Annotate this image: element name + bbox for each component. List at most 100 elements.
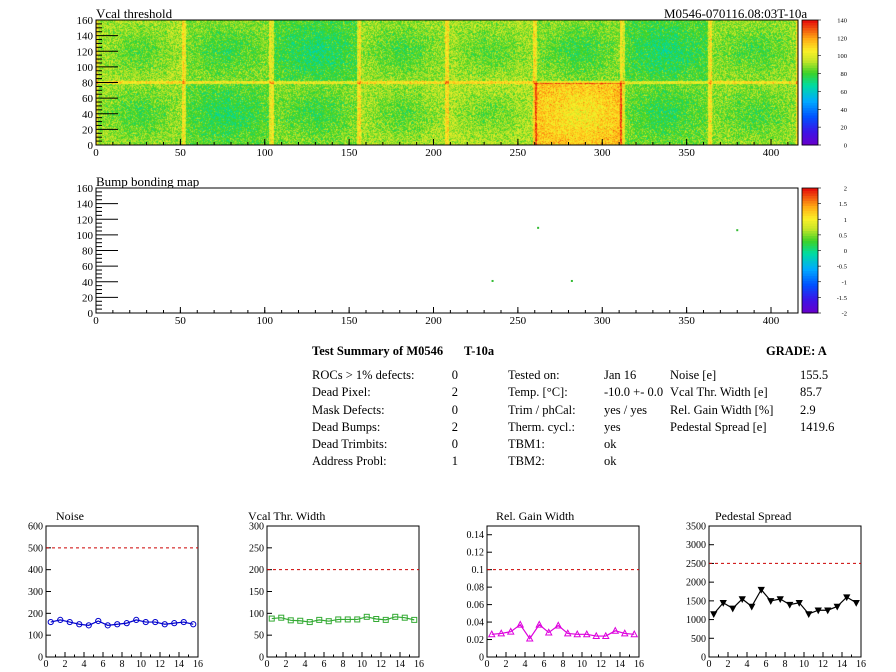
- x-tick-label: 16: [193, 659, 203, 670]
- colorbar-tick-label: -0.5: [837, 264, 847, 271]
- x-tick-label: 200: [425, 315, 442, 327]
- colorbar-segment: [802, 210, 818, 214]
- x-tick-label: 8: [120, 659, 125, 670]
- x-tick-label: 350: [678, 315, 695, 327]
- plot-frame: [486, 525, 640, 658]
- colorbar-segment: [802, 205, 818, 209]
- data-point: [133, 616, 140, 623]
- summary-row: Rel. Gain Width [%] 2.9: [670, 402, 816, 417]
- colorbar-segment: [802, 213, 818, 216]
- data-point: [525, 634, 534, 642]
- x-tick-label: 0: [485, 659, 490, 670]
- dead-bump-point: [537, 226, 540, 229]
- y-tick-label: 0.1: [472, 565, 485, 576]
- y-tick-label: 300: [249, 522, 264, 533]
- y-tick-label: 120: [77, 214, 94, 226]
- data-point: [47, 618, 54, 626]
- y-tick-label: 80: [82, 246, 94, 258]
- y-tick-label: 80: [82, 78, 94, 90]
- colorbar-segment: [802, 298, 818, 301]
- colorbar-segment: [802, 248, 818, 251]
- colorbar-segment: [802, 245, 818, 249]
- y-tick-label: 0.14: [467, 530, 485, 541]
- colorbar-segment: [802, 70, 818, 73]
- colorbar-segment: [802, 268, 818, 271]
- x-tick-label: 150: [341, 315, 358, 327]
- data-point: [824, 607, 832, 615]
- colorbar-segment: [802, 228, 818, 231]
- colorbar-tick-label: 80: [841, 71, 848, 78]
- data-point: [738, 596, 746, 604]
- colorbar-tick-label: 40: [841, 107, 848, 114]
- summary-title: Test Summary of M0546: [312, 344, 444, 358]
- colorbar-segment: [802, 30, 818, 33]
- colorbar-segment: [802, 295, 818, 299]
- x-tick-label: 10: [577, 659, 587, 670]
- y-tick-label: 250: [249, 543, 264, 554]
- dead-bump-point: [491, 279, 494, 282]
- summary-row: Noise [e] 155.5: [670, 368, 829, 382]
- summary-row: Tested on: Jan 16: [508, 368, 637, 382]
- data-point: [373, 616, 380, 623]
- y-tick-label: 0.12: [467, 548, 485, 559]
- y-tick-label: 1000: [686, 615, 706, 626]
- x-tick-label: 400: [763, 315, 780, 327]
- summary-test: T-10a: [464, 344, 495, 358]
- summary-row: Dead Trimbits: 0: [312, 437, 458, 452]
- colorbar-segment: [802, 308, 818, 311]
- data-point: [95, 617, 102, 625]
- x-tick-label: 2: [726, 659, 731, 670]
- summary-row: Address Probl: 1: [312, 454, 458, 469]
- data-point: [76, 621, 83, 628]
- colorbar-segment: [802, 55, 818, 58]
- data-point: [123, 620, 130, 627]
- colorbar-segment: [802, 283, 818, 286]
- data-point: [620, 629, 629, 637]
- x-tick-label: 200: [425, 147, 442, 159]
- x-tick-label: 16: [414, 659, 424, 670]
- colorbar-tick-label: 2: [844, 186, 847, 193]
- data-point: [497, 629, 506, 637]
- x-tick-label: 10: [136, 659, 146, 670]
- colorbar-segment: [802, 122, 818, 126]
- summary-row: Dead Pixel: 2: [312, 385, 458, 400]
- colorbar-segment: [802, 112, 818, 116]
- colorbar-segment: [802, 280, 818, 284]
- series-line: [713, 588, 857, 615]
- colorbar-segment: [802, 253, 818, 256]
- x-tick-label: 12: [376, 659, 386, 670]
- colorbar-segment: [802, 27, 818, 31]
- colorbar-segment: [802, 223, 818, 226]
- data-point: [316, 616, 323, 623]
- x-tick-label: 250: [510, 147, 527, 159]
- data-point: [278, 614, 285, 621]
- summary-col3: Noise [e] 155.5 Vcal Thr. Width [e] 85.7 R…: [670, 367, 850, 436]
- x-tick-label: 10: [799, 659, 809, 670]
- x-tick-label: 4: [523, 659, 528, 670]
- colorbar-segment: [802, 278, 818, 281]
- plot-frame: [45, 525, 199, 658]
- colorbar-tick-label: 100: [837, 53, 847, 60]
- colorbar-segment: [802, 40, 818, 43]
- colorbar-segment: [802, 300, 818, 304]
- x-tick-label: 8: [783, 659, 788, 670]
- data-point: [161, 621, 168, 628]
- colorbar-segment: [802, 105, 818, 108]
- y-tick-label: 160: [77, 183, 94, 195]
- summary-row: TBM2: ok: [508, 454, 617, 469]
- colorbar-segment: [802, 220, 818, 224]
- colorbar-segment: [802, 110, 818, 113]
- data-point: [535, 620, 544, 628]
- data-point: [786, 601, 794, 609]
- summary-row: Temp. [°C]: -10.0 +- 0.0: [508, 385, 664, 400]
- colorbar-segment: [802, 135, 818, 138]
- x-tick-label: 6: [101, 659, 106, 670]
- colorbar-tick-label: -2: [842, 311, 847, 318]
- colorbar-segment: [802, 198, 818, 201]
- y-tick-label: 60: [82, 93, 94, 105]
- data-point: [710, 611, 718, 619]
- y-tick-label: 400: [28, 565, 43, 576]
- colorbar-segment: [802, 92, 818, 96]
- plot-title: Vcal Thr. Width: [248, 509, 325, 523]
- data-point: [85, 622, 92, 629]
